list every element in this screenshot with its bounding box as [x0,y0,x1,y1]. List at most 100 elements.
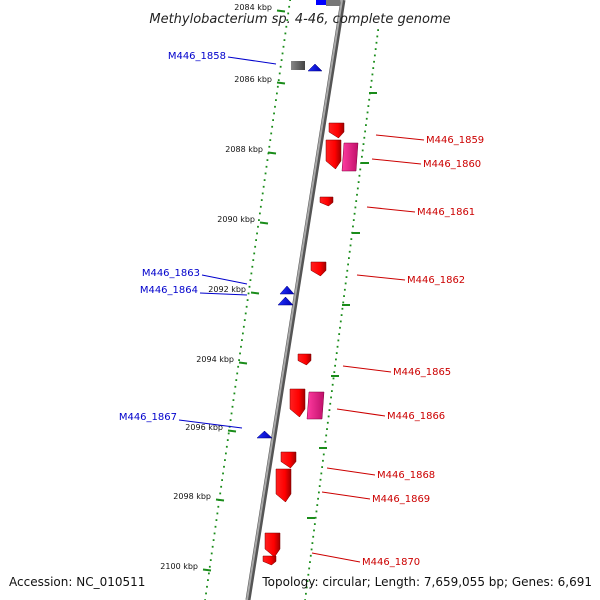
track-dot [374,48,377,50]
track-dot [235,379,238,381]
gene-glyph-reverse[interactable] [310,261,327,277]
track-dot [307,573,310,576]
track-dot [247,292,250,295]
track-dot [287,12,290,15]
track-dot [255,239,257,241]
gene-label-reverse[interactable]: M446_1869 [372,494,430,505]
gene-label-reverse[interactable]: M446_1868 [377,470,435,481]
track-dot [205,592,207,595]
track-dot [278,72,281,75]
gene-label-forward[interactable]: M446_1864 [140,285,198,296]
gene-glyph-reverse[interactable] [275,468,292,503]
gene-glyph-forward[interactable] [256,430,273,439]
gene-label-reverse[interactable]: M446_1860 [423,159,481,170]
gene-glyph-rna[interactable] [341,142,359,172]
track-dot [322,459,324,462]
track-dot [359,168,362,171]
track-dot [310,548,313,551]
track-dot [315,510,318,513]
track-dot [226,439,229,441]
leader-line [201,274,248,285]
gene-glyph-reverse[interactable] [319,196,334,207]
gene-glyph-forward[interactable] [307,63,323,72]
gene-label-forward[interactable]: M446_1858 [168,51,226,62]
gene-glyph-reverse[interactable] [264,532,281,558]
track-dot [358,174,361,177]
gene-label-reverse[interactable]: M446_1859 [426,135,484,146]
map-title: Methylobacterium sp. 4-46, complete geno… [149,12,450,27]
track-dot [314,516,317,519]
gene-glyph-forward[interactable] [279,285,295,295]
tick-mark [250,291,260,295]
track-dot [273,112,275,115]
track-dot [373,54,376,57]
track-dot [366,111,369,114]
track-dot [230,412,233,415]
tick-label: 2086 kbp [234,75,272,84]
tick-label: 2088 kbp [225,145,263,154]
track-dot [371,73,374,76]
gene-glyph-reverse[interactable] [280,451,297,469]
track-dot [363,136,366,139]
gene-glyph-rna[interactable] [306,391,325,420]
track-dot [349,244,352,247]
track-dot [208,565,211,568]
gene-glyph-reverse[interactable] [328,122,345,139]
track-dot [234,385,237,388]
gene-label-reverse[interactable]: M446_1866 [387,411,445,422]
track-dot [259,205,262,208]
gene-label-reverse[interactable]: M446_1870 [362,557,420,568]
backbone-top-cap [326,0,340,6]
track-dot [312,535,315,538]
track-dot [264,172,267,175]
track-dot [334,364,337,367]
tick-mark [267,151,277,155]
track-dot [268,145,271,148]
leader-line [371,158,422,165]
track-dot [348,257,350,259]
gene-label-reverse[interactable]: M446_1862 [407,275,465,286]
track-dot [372,67,375,69]
track-dot [253,252,256,255]
track-dot [282,45,285,48]
gene-label-reverse[interactable]: M446_1861 [417,207,475,218]
track-dot [220,485,223,488]
gene-glyph-reverse[interactable] [289,388,306,418]
track-dot [237,365,240,368]
track-dot [365,124,367,126]
track-dot [229,419,232,421]
track-dot [326,428,328,430]
track-dot [276,85,279,88]
track-dot [336,345,339,348]
track-dot [238,359,240,361]
track-dot [254,245,257,248]
track-dot [357,181,360,183]
track-dot [356,187,359,190]
gene-glyph-pseudo[interactable] [291,61,305,70]
track-dot [223,465,225,468]
track-dot [265,165,268,168]
tick-label: 2096 kbp [185,423,223,432]
track-dot [343,288,346,291]
gene-label-forward[interactable]: M446_1867 [119,412,177,423]
accession-text: Accession: NC_010511 [9,575,145,589]
gene-glyph-forward[interactable] [277,296,294,306]
gene-glyph-reverse[interactable] [297,353,312,366]
gene-label-reverse[interactable]: M446_1865 [393,367,451,378]
track-dot [361,149,364,152]
track-dot [258,212,261,215]
track-dot [370,79,373,82]
gene-glyph-reverse[interactable] [262,555,277,566]
track-dot [271,125,274,128]
track-dot [243,319,246,321]
tick-mark [202,568,212,572]
track-dot [344,282,347,285]
track-dot [210,552,213,555]
gene-glyph-reverse[interactable] [325,139,342,170]
track-dot [279,65,282,68]
track-dot [350,238,353,240]
track-dot [242,325,245,328]
track-dot [283,39,286,41]
track-dot [347,263,349,266]
gene-label-forward[interactable]: M446_1863 [142,268,200,279]
